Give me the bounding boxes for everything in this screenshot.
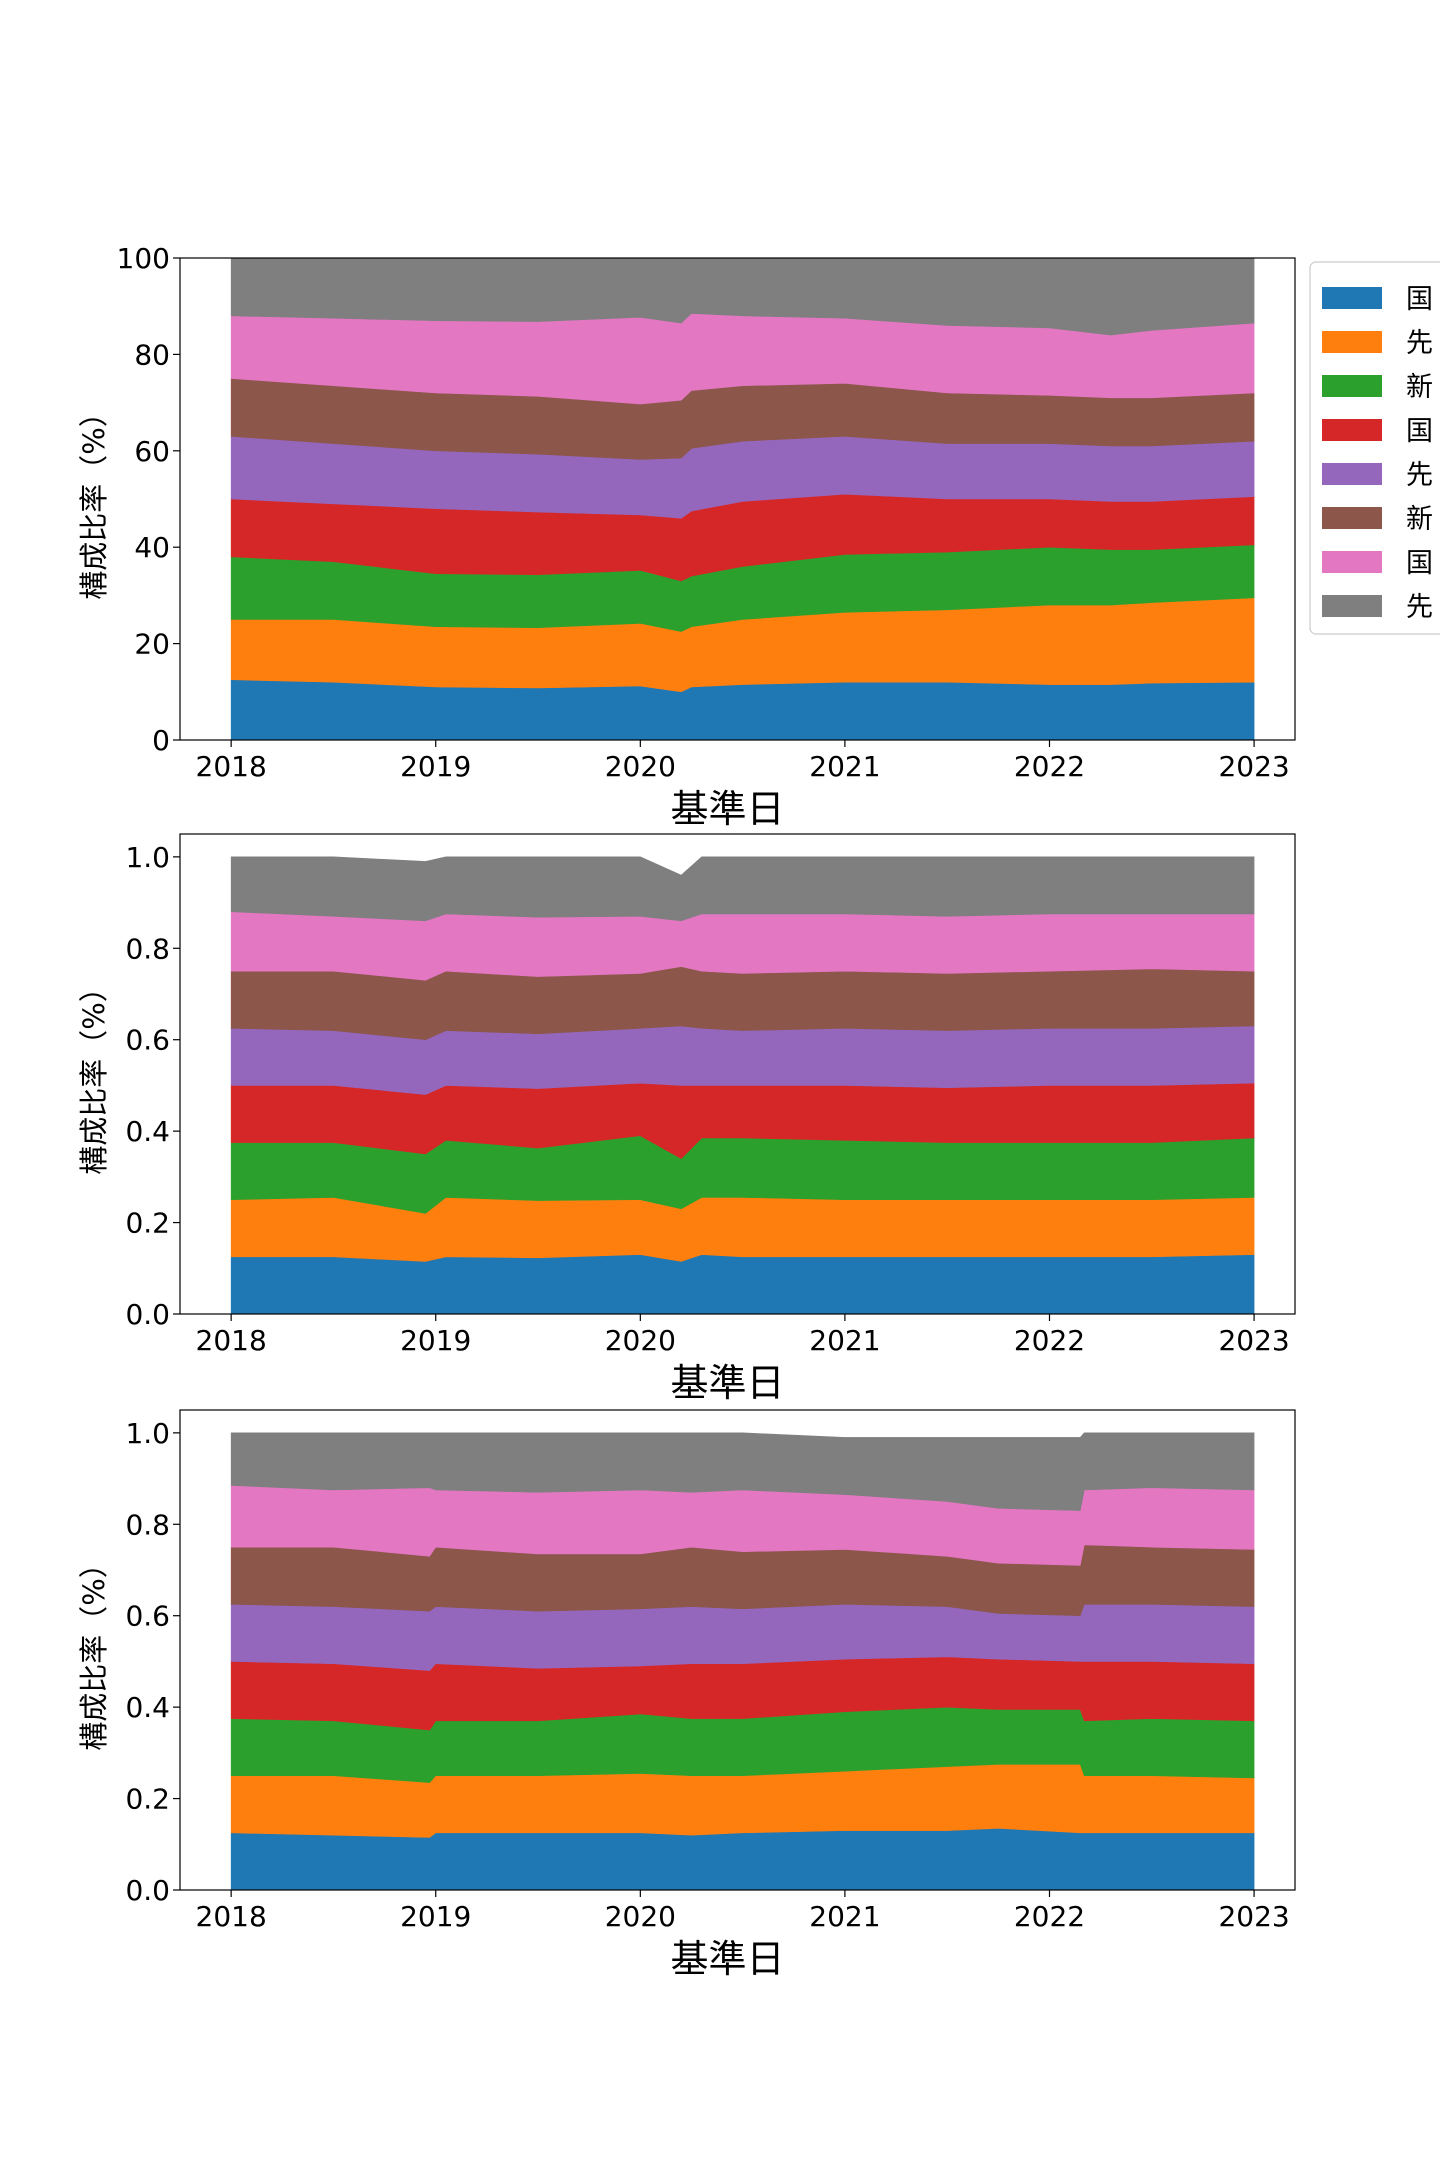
legend-label-5: 先 — [1406, 460, 1433, 491]
y-tick-label: 0.4 — [125, 1691, 170, 1724]
area-series-8 — [230, 856, 1255, 922]
x-tick-label: 2018 — [196, 1324, 267, 1357]
legend-swatch-2 — [1322, 331, 1382, 353]
legend-label-2: 先 — [1406, 328, 1433, 359]
x-tick-label: 2019 — [400, 1324, 471, 1357]
y-tick-label: 20 — [134, 628, 170, 661]
y-tick-label: 0.4 — [125, 1115, 170, 1148]
x-tick-label: 2020 — [605, 1324, 676, 1357]
axes-frame — [179, 833, 1296, 1315]
x-tick-label: 2023 — [1218, 1900, 1289, 1933]
x-tick-label: 2020 — [605, 750, 676, 783]
y-tick-label: 40 — [134, 531, 170, 564]
y-tick-label: 0.6 — [125, 1600, 170, 1633]
y-tick-label: 0.2 — [125, 1783, 170, 1816]
x-tick-label: 2021 — [809, 750, 880, 783]
y-tick-label: 80 — [134, 338, 170, 371]
legend-swatch-7 — [1322, 551, 1382, 573]
legend-label-7: 国 — [1406, 548, 1433, 579]
x-tick-label: 2022 — [1014, 750, 1085, 783]
y-axis-title: 構成比率（%） — [77, 973, 111, 1175]
y-tick-label: 0.2 — [125, 1207, 170, 1240]
y-tick-label: 1.0 — [125, 1417, 170, 1450]
y-tick-label: 0.8 — [125, 932, 170, 965]
legend-swatch-5 — [1322, 463, 1382, 485]
x-tick-label: 2023 — [1218, 1324, 1289, 1357]
legend-swatch-1 — [1322, 287, 1382, 309]
chart-3: 0.0 0.2 0.4 0.6 0.8 1.0 2018 2019 2020 2021 2022 20… — [77, 1409, 1296, 1981]
y-tick-label: 0.6 — [125, 1024, 170, 1057]
x-tick-label: 2022 — [1014, 1324, 1085, 1357]
legend-label-4: 国 — [1406, 416, 1433, 447]
x-tick-label: 2020 — [605, 1900, 676, 1933]
x-axis-title: 基準日 — [670, 787, 784, 831]
x-axis-title: 基準日 — [670, 1937, 784, 1981]
legend-swatch-3 — [1322, 375, 1382, 397]
legend-swatch-8 — [1322, 595, 1382, 617]
x-tick-label: 2018 — [196, 750, 267, 783]
area-series-5 — [230, 1025, 1255, 1095]
x-tick-label: 2022 — [1014, 1900, 1085, 1933]
y-tick-label: 1.0 — [125, 841, 170, 874]
area-series-1 — [230, 679, 1255, 741]
axes-frame — [179, 257, 1296, 741]
legend-label-8: 先 — [1406, 592, 1433, 623]
area-series-1 — [230, 1827, 1255, 1891]
chart-2: 0.0 0.2 0.4 0.6 0.8 1.0 2018 2019 2020 2021 2022 20… — [77, 833, 1296, 1405]
area-series-7 — [230, 911, 1255, 981]
y-axis-title: 構成比率（%） — [77, 398, 111, 600]
y-tick-label: 0.8 — [125, 1508, 170, 1541]
y-tick-label: 100 — [117, 242, 170, 275]
legend-label-1: 国 — [1406, 284, 1433, 315]
x-tick-label: 2018 — [196, 1900, 267, 1933]
area-series-2 — [230, 1197, 1255, 1262]
x-tick-label: 2021 — [809, 1324, 880, 1357]
y-tick-label: 0.0 — [125, 1298, 170, 1331]
area-series-5 — [230, 1603, 1255, 1671]
chart-1: 0 20 40 60 80 100 2018 2019 2020 2021 2022 2023 基準日 構… — [77, 242, 1296, 831]
x-axis-title: 基準日 — [670, 1361, 784, 1405]
legend-swatch-4 — [1322, 419, 1382, 441]
legend-label-6: 新 — [1406, 504, 1433, 535]
y-axis-title: 構成比率（%） — [77, 1549, 111, 1751]
axes-frame — [179, 1409, 1296, 1891]
x-tick-label: 2019 — [400, 750, 471, 783]
y-tick-label: 60 — [134, 435, 170, 468]
x-tick-label: 2019 — [400, 1900, 471, 1933]
legend-swatch-6 — [1322, 507, 1382, 529]
area-series-1 — [230, 1254, 1255, 1315]
legend-frame — [1309, 261, 1440, 635]
legend-label-3: 新 — [1406, 372, 1433, 403]
area-series-8 — [230, 1432, 1255, 1511]
x-tick-label: 2023 — [1218, 750, 1289, 783]
y-tick-label: 0 — [152, 724, 170, 757]
x-tick-label: 2021 — [809, 1900, 880, 1933]
y-tick-label: 0.0 — [125, 1874, 170, 1907]
